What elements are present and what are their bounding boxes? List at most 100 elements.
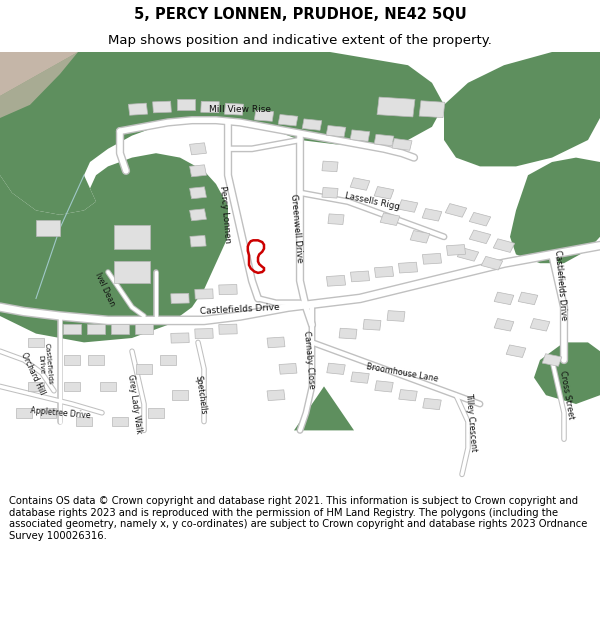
Text: Cross Street: Cross Street — [558, 370, 576, 420]
Bar — [64, 355, 80, 365]
Bar — [28, 381, 44, 391]
Text: 5, PERCY LONNEN, PRUDHOE, NE42 5QU: 5, PERCY LONNEN, PRUDHOE, NE42 5QU — [134, 7, 466, 22]
Polygon shape — [0, 52, 78, 96]
Bar — [190, 209, 206, 221]
Bar — [171, 333, 189, 343]
Bar — [16, 408, 32, 418]
Bar — [350, 130, 370, 141]
Text: Greenwell Drive: Greenwell Drive — [290, 193, 304, 263]
Text: Castlefields Drive: Castlefields Drive — [553, 249, 569, 321]
Bar — [36, 220, 60, 236]
Text: Mill View Rise: Mill View Rise — [209, 105, 271, 114]
Bar — [322, 161, 338, 172]
Bar — [190, 165, 206, 177]
Bar — [422, 209, 442, 221]
Text: Lassells Rigg: Lassells Rigg — [344, 191, 400, 212]
Text: Ivel Dean: Ivel Dean — [93, 271, 117, 308]
Polygon shape — [510, 158, 600, 263]
Polygon shape — [0, 52, 78, 118]
Bar — [351, 372, 369, 383]
Bar — [219, 324, 237, 334]
Text: Contains OS data © Crown copyright and database right 2021. This information is : Contains OS data © Crown copyright and d… — [9, 496, 587, 541]
Bar — [152, 101, 172, 113]
Bar — [148, 408, 164, 418]
Text: Percy Lonnen: Percy Lonnen — [218, 186, 232, 244]
Bar — [326, 126, 346, 137]
Bar — [190, 236, 206, 247]
Text: Spetchells: Spetchells — [194, 375, 208, 416]
Text: Map shows position and indicative extent of the property.: Map shows position and indicative extent… — [108, 34, 492, 47]
Bar — [327, 363, 345, 374]
Bar — [172, 391, 188, 400]
Text: Tilley Crescent: Tilley Crescent — [464, 392, 478, 451]
Polygon shape — [534, 342, 600, 404]
Bar — [302, 119, 322, 130]
Text: Broomhouse Lane: Broomhouse Lane — [365, 362, 439, 384]
Bar — [190, 187, 206, 199]
Bar — [377, 97, 415, 117]
Bar — [375, 381, 393, 392]
Bar — [374, 267, 394, 278]
Bar — [423, 398, 441, 409]
Bar — [190, 142, 206, 155]
Bar — [328, 214, 344, 224]
Bar — [28, 338, 44, 348]
Bar — [160, 355, 176, 365]
Bar — [457, 248, 479, 261]
Bar — [350, 177, 370, 190]
Bar — [422, 253, 442, 264]
Bar — [135, 324, 153, 334]
Bar — [254, 110, 274, 121]
Bar — [87, 324, 105, 334]
Bar — [278, 114, 298, 126]
Bar — [530, 319, 550, 331]
Polygon shape — [294, 386, 354, 431]
Bar — [481, 256, 503, 270]
Bar — [374, 134, 394, 146]
Text: Castlefields
Drive: Castlefields Drive — [37, 343, 53, 386]
Bar — [195, 329, 213, 339]
Polygon shape — [0, 153, 228, 342]
Bar — [114, 261, 150, 282]
Bar — [224, 103, 244, 115]
Bar — [326, 276, 346, 286]
Bar — [136, 364, 152, 374]
Bar — [494, 319, 514, 331]
Bar — [128, 103, 148, 115]
Bar — [279, 364, 297, 374]
Bar — [410, 231, 430, 243]
Bar — [114, 225, 150, 249]
Bar — [322, 188, 338, 198]
Bar — [76, 417, 92, 426]
Text: Carnaby Close: Carnaby Close — [302, 331, 316, 389]
Bar — [63, 324, 81, 334]
Bar — [506, 345, 526, 358]
Bar — [100, 381, 116, 391]
Bar — [111, 324, 129, 334]
Bar — [88, 355, 104, 365]
Bar — [177, 99, 195, 110]
Bar — [363, 319, 381, 330]
Bar — [201, 101, 219, 112]
Bar — [398, 262, 418, 273]
Bar — [445, 204, 467, 217]
Bar — [542, 354, 562, 366]
Text: Orchard Hill: Orchard Hill — [19, 351, 47, 396]
Text: Castlefields Drive: Castlefields Drive — [200, 303, 280, 316]
Bar — [398, 200, 418, 212]
Bar — [399, 389, 417, 401]
Polygon shape — [444, 52, 600, 166]
Bar — [387, 311, 405, 321]
Bar — [219, 284, 237, 294]
Bar — [374, 186, 394, 199]
Bar — [350, 271, 370, 282]
Bar — [469, 213, 491, 226]
Bar — [446, 244, 466, 256]
Text: Grey Lady Walk: Grey Lady Walk — [127, 374, 143, 434]
Bar — [64, 381, 80, 391]
Bar — [339, 328, 357, 339]
Bar — [267, 390, 285, 401]
Bar — [40, 408, 56, 418]
Bar — [171, 293, 189, 304]
Text: Appletree Drive: Appletree Drive — [29, 406, 91, 420]
